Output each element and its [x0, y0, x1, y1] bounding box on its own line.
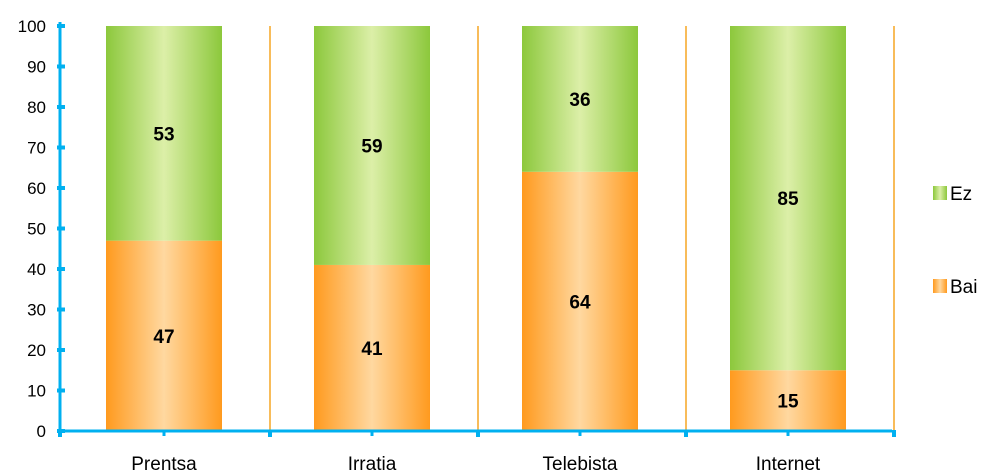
- y-tick-label: 40: [27, 260, 46, 279]
- y-tick-label: 60: [27, 179, 46, 198]
- data-label: 15: [777, 392, 799, 413]
- data-label: 85: [777, 189, 799, 210]
- data-label: 36: [569, 90, 590, 111]
- data-label: 53: [153, 124, 174, 145]
- y-tick-label: 30: [27, 301, 46, 320]
- y-tick-label: 100: [18, 17, 46, 36]
- legend: Ez Bai: [933, 184, 977, 298]
- axes-group: Prentsa Irratia Telebista Internet 0 10 20 30 40…: [18, 17, 896, 475]
- y-tick-label: 0: [37, 422, 46, 441]
- legend-swatch-ez: [933, 186, 947, 200]
- bar-segment-bai: [522, 171, 638, 432]
- legend-item-ez: Ez: [933, 184, 972, 205]
- y-tick-label: 20: [27, 341, 46, 360]
- y-tick-label: 50: [27, 220, 46, 239]
- y-tick-label: 90: [27, 58, 46, 77]
- x-tick-label: Prentsa: [131, 454, 197, 475]
- y-tick-label: 10: [27, 382, 46, 401]
- category-separators: [269, 26, 895, 431]
- legend-label: Ez: [950, 184, 972, 205]
- bar-segment-bai: [106, 240, 222, 431]
- bars-group: 47 53 41 59 64 36 15 85: [106, 26, 846, 432]
- x-tick-label: Internet: [756, 454, 821, 475]
- bar-segment-ez: [522, 26, 638, 172]
- y-tick-label: 80: [27, 98, 46, 117]
- legend-label: Bai: [950, 277, 977, 298]
- bar-segment-bai: [314, 264, 430, 431]
- x-tick-label: Irratia: [348, 454, 397, 475]
- bar-segment-ez: [106, 26, 222, 241]
- data-label: 59: [361, 136, 382, 157]
- legend-item-bai: Bai: [933, 277, 977, 298]
- bar-segment-bai: [730, 370, 846, 431]
- data-label: 64: [569, 292, 591, 313]
- legend-swatch-bai: [933, 279, 947, 293]
- bar-segment-ez: [730, 26, 846, 371]
- y-tick-label: 70: [27, 139, 46, 158]
- data-label: 41: [361, 339, 383, 360]
- x-tick-label: Telebista: [543, 454, 618, 475]
- bar-segment-ez: [314, 26, 430, 265]
- data-label: 47: [153, 327, 174, 348]
